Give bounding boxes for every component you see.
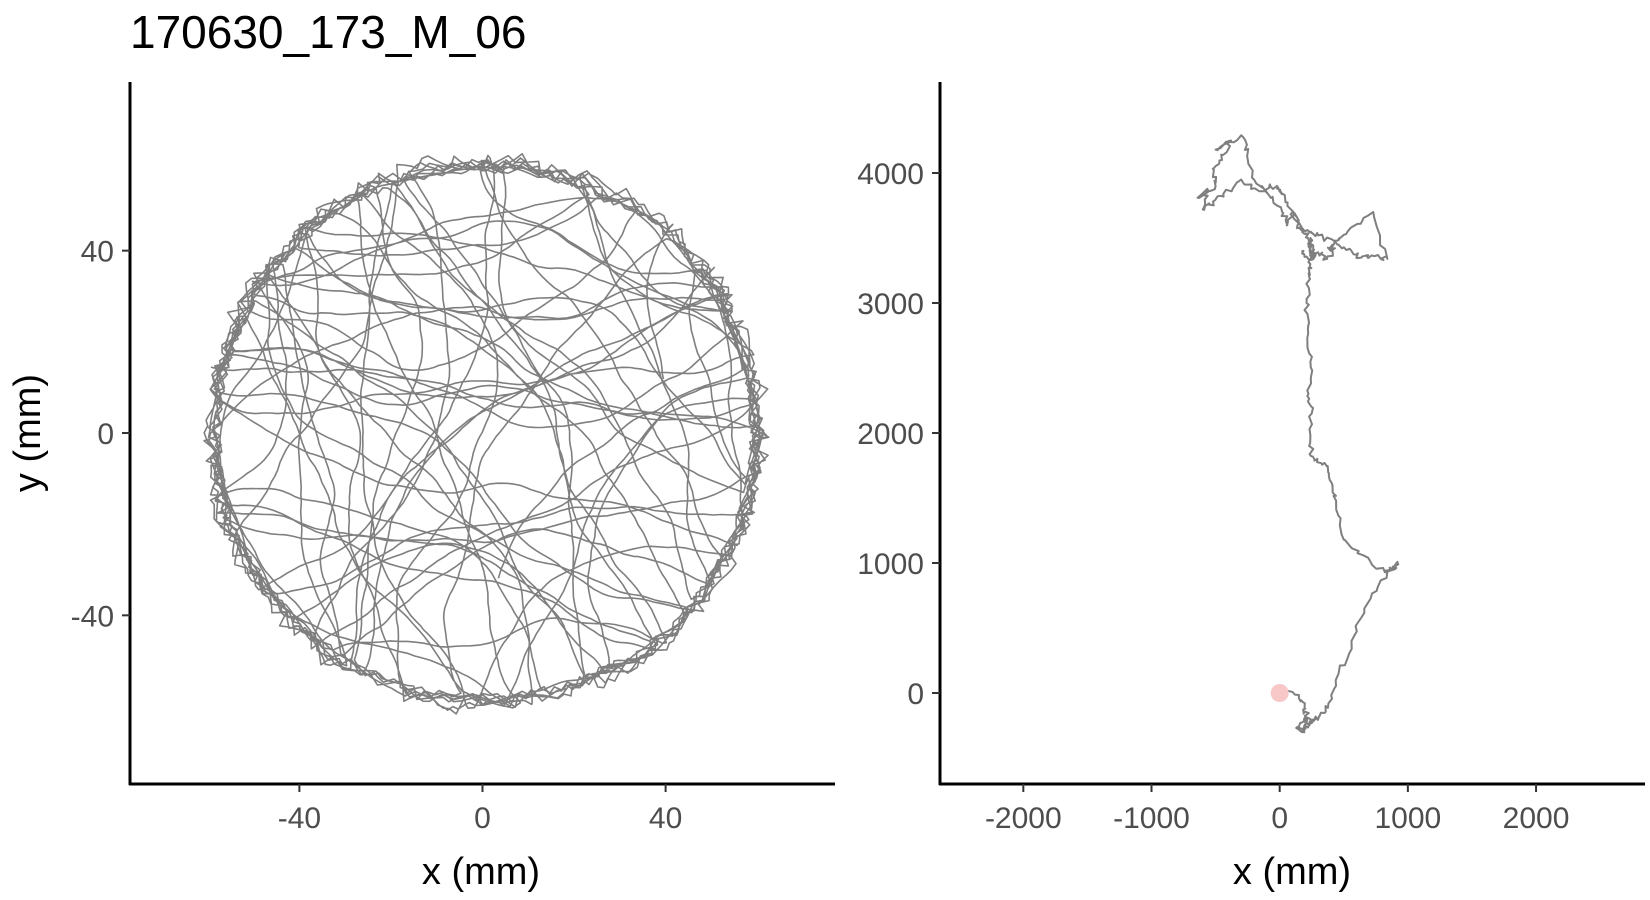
- left-ticks: -40 0 40 -40 0 40: [71, 236, 683, 835]
- left-trajectory-line: [203, 153, 770, 715]
- left-y-axis-title: y (mm): [7, 374, 49, 492]
- right-y-tick-label: 0: [907, 678, 924, 711]
- right-ticks: -2000 -1000 0 1000 2000 0 1000 2000 3000 4000: [857, 158, 1569, 835]
- start-point-marker: [1270, 684, 1289, 702]
- left-trajectory: [203, 153, 770, 715]
- left-panel: -40 0 40 -40 0 40 x (mm) y (mm): [7, 82, 835, 893]
- right-y-tick-label: 4000: [857, 158, 924, 191]
- right-trajectory-line: [1196, 134, 1400, 734]
- left-x-tick-label: -40: [278, 802, 321, 835]
- left-x-tick-label: 0: [474, 802, 491, 835]
- right-panel: -2000 -1000 0 1000 2000 0 1000 2000 3000 4000 x (…: [857, 82, 1645, 893]
- right-x-tick-label: 0: [1271, 802, 1288, 835]
- left-y-tick-label: -40: [71, 600, 114, 633]
- left-y-tick-label: 40: [81, 236, 114, 269]
- right-y-tick-label: 3000: [857, 288, 924, 321]
- right-x-tick-label: 2000: [1503, 802, 1570, 835]
- right-y-tick-label: 1000: [857, 548, 924, 581]
- right-y-tick-label: 2000: [857, 418, 924, 451]
- right-x-axis-title: x (mm): [1233, 851, 1351, 893]
- right-trajectory: [1196, 134, 1400, 734]
- right-x-tick-label: -2000: [985, 802, 1062, 835]
- left-y-tick-label: 0: [97, 418, 114, 451]
- left-x-tick-label: 40: [649, 802, 682, 835]
- right-x-tick-label: 1000: [1374, 802, 1441, 835]
- right-x-tick-label: -1000: [1113, 802, 1190, 835]
- plot-title: 170630_173_M_06: [130, 6, 526, 58]
- left-x-axis-title: x (mm): [422, 851, 540, 893]
